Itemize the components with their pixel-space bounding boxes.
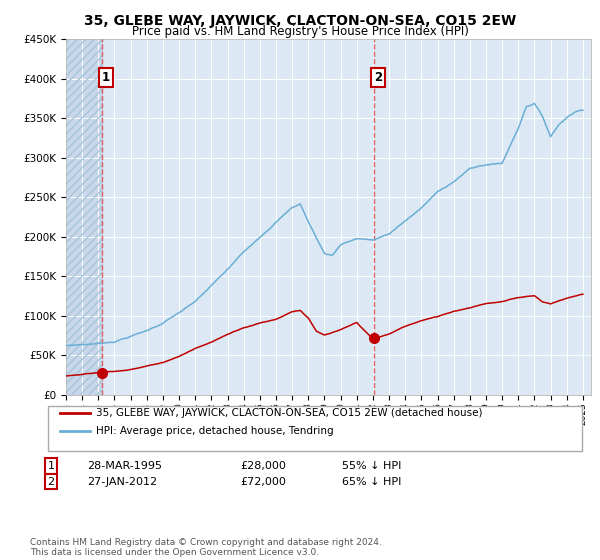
Text: 65% ↓ HPI: 65% ↓ HPI <box>342 477 401 487</box>
Text: Contains HM Land Registry data © Crown copyright and database right 2024.
This d: Contains HM Land Registry data © Crown c… <box>30 538 382 557</box>
Text: 27-JAN-2012: 27-JAN-2012 <box>87 477 157 487</box>
Text: 35, GLEBE WAY, JAYWICK, CLACTON-ON-SEA, CO15 2EW: 35, GLEBE WAY, JAYWICK, CLACTON-ON-SEA, … <box>84 14 516 28</box>
Text: 28-MAR-1995: 28-MAR-1995 <box>87 461 162 471</box>
Text: 1: 1 <box>47 461 55 471</box>
Text: £28,000: £28,000 <box>240 461 286 471</box>
Text: 2: 2 <box>47 477 55 487</box>
Text: 1: 1 <box>102 71 110 83</box>
Text: £72,000: £72,000 <box>240 477 286 487</box>
Bar <box>66 39 102 395</box>
Text: 2: 2 <box>374 71 382 83</box>
Text: Price paid vs. HM Land Registry's House Price Index (HPI): Price paid vs. HM Land Registry's House … <box>131 25 469 38</box>
Bar <box>66 39 102 395</box>
Text: 35, GLEBE WAY, JAYWICK, CLACTON-ON-SEA, CO15 2EW (detached house): 35, GLEBE WAY, JAYWICK, CLACTON-ON-SEA, … <box>96 408 482 418</box>
Text: HPI: Average price, detached house, Tendring: HPI: Average price, detached house, Tend… <box>96 426 334 436</box>
Text: 55% ↓ HPI: 55% ↓ HPI <box>342 461 401 471</box>
